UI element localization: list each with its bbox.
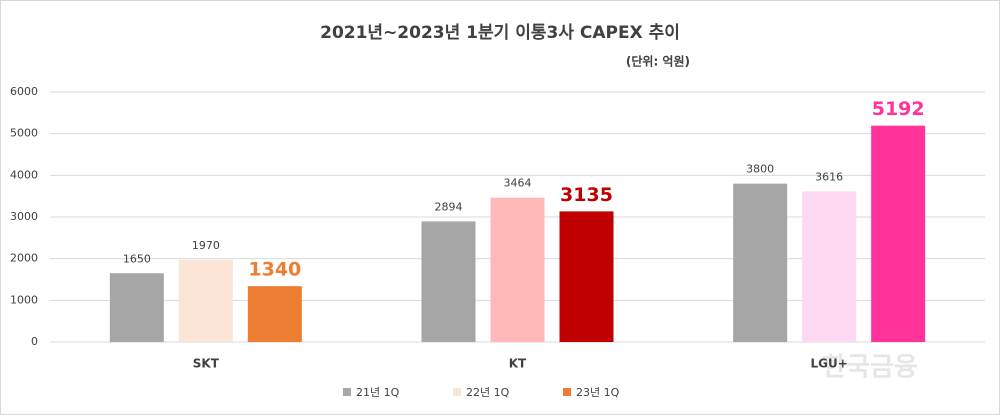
data-label: 3800 xyxy=(746,163,774,176)
bar xyxy=(421,221,476,342)
chart-title: 2021년~2023년 1분기 이통3사 CAPEX 추이 xyxy=(320,23,680,43)
data-label: 3135 xyxy=(560,184,613,206)
y-tick-label: 3000 xyxy=(10,210,38,223)
bar xyxy=(733,183,788,342)
data-label: 3464 xyxy=(504,177,532,190)
y-tick-label: 2000 xyxy=(10,252,38,265)
data-label: 3616 xyxy=(815,170,843,183)
legend-label: 21년 1Q xyxy=(356,386,400,399)
y-tick-label: 6000 xyxy=(10,85,38,98)
bar xyxy=(247,286,302,342)
bar xyxy=(178,259,233,342)
legend-label: 23년 1Q xyxy=(576,386,620,399)
legend-swatch xyxy=(453,388,461,396)
y-tick-label: 1000 xyxy=(10,293,38,306)
y-tick-label: 4000 xyxy=(10,168,38,181)
y-tick-label: 0 xyxy=(31,335,38,348)
data-label: 1650 xyxy=(123,252,151,265)
data-label: 2894 xyxy=(435,200,463,213)
bar xyxy=(490,197,545,342)
bar xyxy=(559,211,614,342)
data-label: 1340 xyxy=(248,259,301,281)
legend-swatch xyxy=(343,388,351,396)
legend-label: 22년 1Q xyxy=(466,386,510,399)
legend-swatch xyxy=(563,388,571,396)
chart-subtitle: (단위: 억원) xyxy=(626,54,690,69)
bar xyxy=(871,125,926,343)
bar xyxy=(109,273,164,342)
watermark: 한국금융 xyxy=(822,353,918,383)
x-tick-label: KT xyxy=(509,357,527,371)
data-label: 1970 xyxy=(192,239,220,252)
x-tick-label: LGU+ xyxy=(811,357,848,371)
y-tick-label: 5000 xyxy=(10,127,38,140)
x-tick-label: SKT xyxy=(193,357,220,371)
bar xyxy=(802,191,857,342)
data-label: 5192 xyxy=(872,98,925,120)
